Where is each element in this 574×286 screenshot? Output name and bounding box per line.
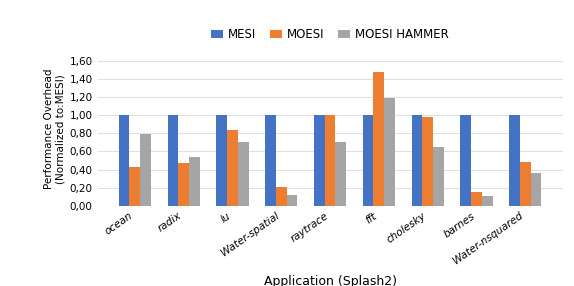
Bar <box>520 162 530 206</box>
Bar <box>384 98 395 206</box>
Bar <box>140 134 151 206</box>
Bar <box>482 196 492 206</box>
Y-axis label: Performance Overhead
(Normalized to:MESI): Performance Overhead (Normalized to:MESI… <box>44 68 65 189</box>
Bar <box>179 163 189 206</box>
Bar <box>238 142 249 206</box>
Bar <box>314 115 325 206</box>
Bar <box>119 115 130 206</box>
Legend: MESI, MOESI, MOESI HAMMER: MESI, MOESI, MOESI HAMMER <box>207 23 453 46</box>
Bar <box>422 117 433 206</box>
Bar <box>460 115 471 206</box>
Bar <box>433 147 444 206</box>
Bar <box>325 115 335 206</box>
Bar <box>363 115 374 206</box>
Bar <box>276 187 286 206</box>
Bar <box>265 115 276 206</box>
X-axis label: Application (Splash2): Application (Splash2) <box>263 275 397 286</box>
Bar <box>530 173 541 206</box>
Bar <box>374 72 384 206</box>
Bar <box>189 157 200 206</box>
Bar <box>286 195 297 206</box>
Bar <box>412 115 422 206</box>
Bar <box>471 192 482 206</box>
Bar <box>335 142 346 206</box>
Bar <box>509 115 520 206</box>
Bar <box>227 130 238 206</box>
Bar <box>130 167 140 206</box>
Bar <box>168 115 179 206</box>
Bar <box>216 115 227 206</box>
